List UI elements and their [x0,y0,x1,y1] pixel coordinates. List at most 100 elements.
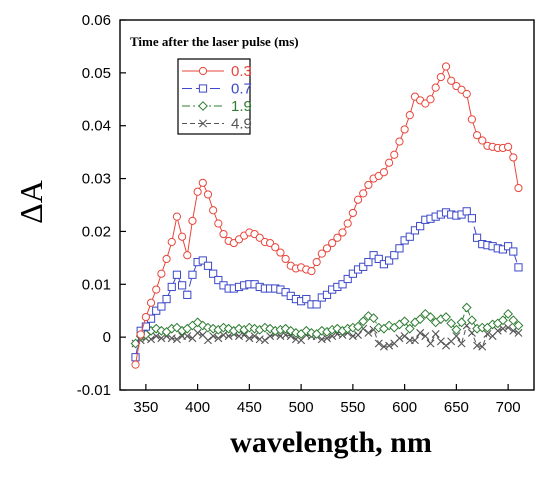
data-point-0.7 [509,247,518,256]
data-point-0.3 [198,178,207,187]
data-point-1.9 [456,317,467,328]
data-point-4.9 [152,332,161,341]
data-point-0.3 [462,89,471,99]
data-point-0.3 [478,136,487,145]
data-point-0.3 [348,208,357,218]
data-point-0.3 [203,190,213,199]
data-point-0.7 [198,256,207,265]
data-point-0.7 [157,302,166,311]
data-point-4.9 [260,336,269,345]
x-tick-label: 350 [133,399,158,416]
data-point-4.9 [410,336,419,345]
data-point-0.7 [462,207,471,216]
data-point-4.9 [421,332,430,341]
x-tick-label: 500 [289,399,314,416]
data-point-4.9 [452,332,461,341]
data-point-0.7 [183,290,192,299]
data-point-0.3 [172,212,182,221]
data-point-0.3 [405,111,414,120]
x-axis-title: wavelength, nm [230,426,432,459]
data-point-4.9 [431,329,440,338]
data-point-4.9 [504,323,513,332]
data-point-0.7 [338,280,347,289]
legend-marker-0.3 [198,66,208,76]
data-point-0.3 [421,99,430,108]
y-tick-label: 0.06 [82,12,111,29]
data-point-0.7 [467,214,476,223]
plot-frame [119,19,535,391]
data-point-0.3 [136,330,145,339]
data-point-0.7 [374,254,383,264]
x-tick-label: 700 [496,399,521,416]
data-point-0.3 [146,298,156,307]
legend-marker-1.9 [198,101,208,111]
data-point-0.3 [219,229,228,239]
data-point-4.9 [183,332,192,341]
legend-label-4.9: 4.9 [231,116,252,133]
y-tick-label: 0 [103,329,111,346]
data-point-0.3 [271,243,280,252]
data-point-0.7 [359,262,368,271]
data-point-4.9 [323,334,331,343]
x-tick-label: 650 [444,399,469,416]
data-point-4.9 [157,334,166,343]
data-point-0.3 [183,251,192,260]
data-point-0.7 [172,270,182,279]
data-point-4.9 [395,334,404,343]
data-point-0.7 [322,290,332,299]
data-point-0.3 [157,269,166,278]
data-point-0.3 [152,285,161,294]
data-point-0.3 [447,76,456,85]
data-point-0.7 [152,306,161,315]
data-point-1.9 [508,315,519,326]
data-point-0.7 [343,274,352,284]
data-point-0.3 [359,189,368,198]
data-point-0.3 [436,72,445,82]
data-point-4.9 [514,328,523,337]
data-point-4.9 [426,339,435,348]
data-point-4.9 [493,326,502,335]
data-point-1.9 [415,314,426,325]
data-point-0.7 [312,300,321,309]
data-point-0.3 [390,150,399,159]
data-point-0.3 [312,257,321,267]
data-point-1.9 [353,321,363,332]
legend-label-1.9: 1.9 [231,98,252,115]
data-point-0.3 [214,219,223,228]
data-point-0.7 [348,269,357,278]
data-point-0.3 [504,142,513,151]
data-point-4.9 [457,339,466,348]
data-point-0.3 [281,254,290,264]
data-point-0.7 [209,269,218,278]
data-point-0.3 [178,232,187,241]
data-point-4.9 [374,339,383,348]
data-point-0.3 [441,62,451,71]
data-point-4.9 [364,328,373,337]
data-point-0.3 [322,244,332,253]
legend-marker-0.7 [198,84,208,93]
data-point-1.9 [498,315,508,326]
data-point-4.9 [483,329,492,338]
data-point-0.7 [390,251,399,260]
data-point-0.3 [431,83,440,92]
data-point-0.3 [209,206,218,215]
plot-layer [130,62,524,369]
data-point-0.7 [395,244,404,253]
data-point-0.3 [457,85,466,94]
data-point-0.3 [343,219,352,228]
data-point-1.9 [446,318,457,329]
data-point-0.7 [162,294,171,304]
x-tick-label: 600 [392,399,417,416]
data-point-0.3 [472,131,482,140]
data-point-0.7 [410,226,420,235]
x-tick-label: 400 [185,399,210,416]
data-point-4.9 [436,337,445,346]
data-point-0.3 [379,168,389,177]
data-point-1.9 [503,308,514,319]
data-point-4.9 [250,332,259,341]
data-point-4.9 [193,328,202,337]
legend-label-0.3: 0.3 [231,63,252,80]
data-point-0.3 [131,360,140,369]
